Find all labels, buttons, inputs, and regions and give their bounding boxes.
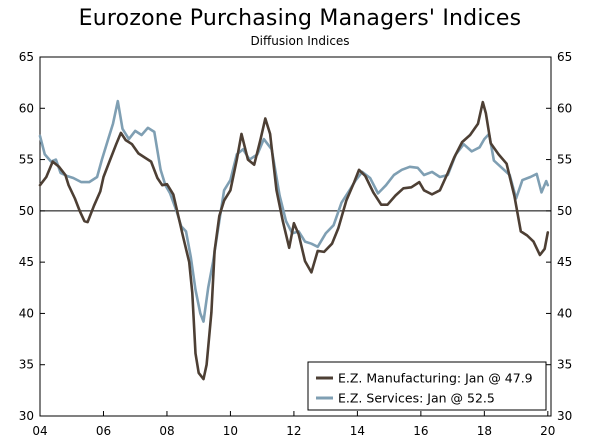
y-tick-label-left: 35 [19, 358, 34, 372]
series-group [38, 99, 550, 381]
x-tick-label: 04 [32, 424, 47, 438]
y-tick-label-left: 50 [19, 204, 34, 218]
legend-label-services: E.Z. Services: Jan @ 52.5 [338, 391, 495, 406]
legend: E.Z. Manufacturing: Jan @ 47.9 E.Z. Servi… [307, 361, 547, 411]
y-tick-label-right: 60 [557, 101, 572, 115]
y-tick-label-right: 65 [557, 50, 572, 64]
x-tick-label: 10 [223, 424, 238, 438]
y-tick-label-left: 45 [19, 255, 34, 269]
chart-title: Eurozone Purchasing Managers' Indices [78, 6, 522, 31]
y-tick-label-left: 60 [19, 101, 34, 115]
series-line-manufacturing [38, 100, 550, 381]
x-tick-label: 18 [477, 424, 492, 438]
y-tick-label-right: 45 [557, 255, 572, 269]
axis-ticks: 30 30 35 35 40 40 45 45 50 50 55 55 60 60 65 65 04 06 08 10… [19, 50, 573, 438]
y-tick-label-left: 55 [19, 153, 34, 167]
y-tick-label-left: 30 [19, 409, 34, 423]
y-tick-label-right: 40 [557, 306, 572, 320]
x-tick-label: 06 [96, 424, 111, 438]
y-tick-label-right: 55 [557, 153, 572, 167]
x-tick-label: 08 [159, 424, 174, 438]
y-tick-label-left: 40 [19, 306, 34, 320]
y-tick-label-left: 65 [19, 50, 34, 64]
y-tick-label-right: 35 [557, 358, 572, 372]
legend-box [307, 361, 547, 411]
plot-frame [39, 56, 552, 417]
x-tick-label: 20 [540, 424, 555, 438]
chart-subtitle: Diffusion Indices [250, 34, 350, 48]
y-tick-label-right: 30 [557, 409, 572, 423]
legend-label-manufacturing: E.Z. Manufacturing: Jan @ 47.9 [338, 371, 533, 386]
x-tick-label: 14 [350, 424, 365, 438]
y-tick-label-right: 50 [557, 204, 572, 218]
x-tick-label: 12 [286, 424, 301, 438]
x-tick-label: 16 [413, 424, 428, 438]
